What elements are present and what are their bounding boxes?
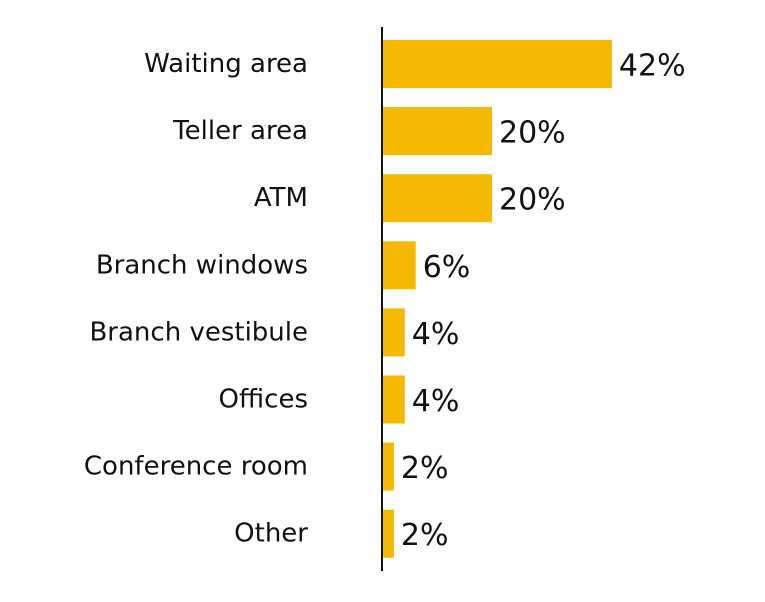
category-label: Branch windows [96,250,308,280]
bar [383,442,394,491]
value-label: 20% [499,183,566,218]
category-label: Conference room [84,452,308,482]
value-label: 20% [499,116,566,151]
bar [383,174,492,223]
category-label: ATM [254,183,308,213]
bar [383,375,405,424]
bar [383,40,612,88]
category-label: Teller area [172,116,308,146]
value-label: 6% [423,250,471,285]
value-label: 42% [619,49,686,84]
category-label: Other [234,519,308,549]
value-label: 2% [401,518,449,553]
bar [383,308,405,357]
bar [383,509,394,558]
category-label: Waiting area [144,49,308,79]
category-label: Offices [219,385,308,415]
value-label: 4% [412,317,460,352]
bar [383,241,416,290]
value-label: 2% [401,451,449,486]
category-label: Branch vestibule [89,317,308,347]
value-label: 4% [412,384,460,419]
bar [383,107,492,156]
